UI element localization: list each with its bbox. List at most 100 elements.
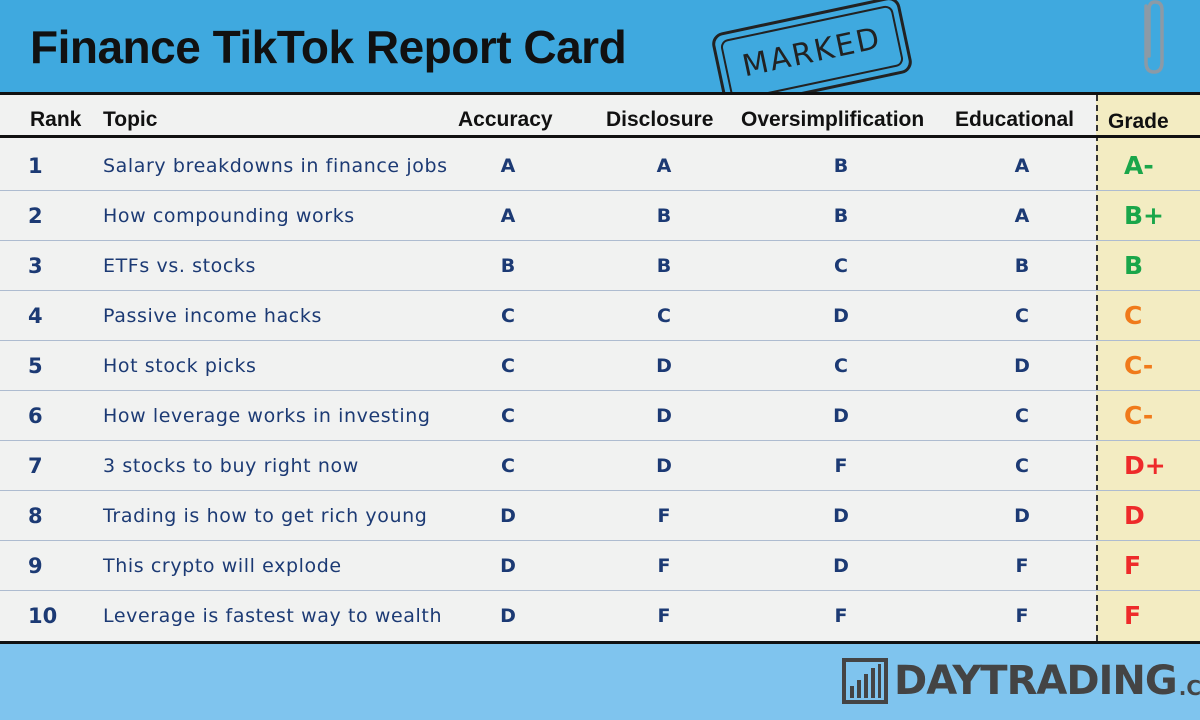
- disclosure-cell: C: [657, 305, 671, 327]
- daytrading-logo[interactable]: DAYTRADING .COM: [842, 658, 1200, 704]
- oversimplification-cell: B: [833, 205, 849, 227]
- accuracy-cell: A: [500, 155, 516, 177]
- topic-cell: ETFs vs. stocks: [103, 255, 257, 277]
- col-oversimplification: Oversimplification: [741, 108, 925, 131]
- table-header: Rank Topic Accuracy Disclosure Oversimpl…: [0, 95, 1200, 138]
- topic-cell: Trading is how to get rich young: [103, 505, 428, 527]
- topic-cell: 3 stocks to buy right now: [103, 455, 359, 477]
- grade-cell: B: [1124, 251, 1144, 280]
- disclosure-cell: D: [656, 355, 672, 377]
- accuracy-cell: C: [501, 355, 515, 377]
- accuracy-cell: B: [500, 255, 516, 277]
- educational-cell: C: [1015, 305, 1029, 327]
- oversimplification-cell: C: [834, 255, 848, 277]
- grade-cell: C-: [1124, 351, 1154, 380]
- educational-cell: A: [1014, 155, 1030, 177]
- grade-cell: B+: [1124, 201, 1165, 230]
- rank-cell: 4: [28, 304, 43, 328]
- table-row: 2 How compounding works A B B A B+: [0, 191, 1200, 241]
- col-topic: Topic: [103, 108, 158, 131]
- oversimplification-cell: B: [833, 155, 849, 177]
- educational-cell: C: [1015, 455, 1029, 477]
- grade-cell: F: [1124, 551, 1142, 580]
- educational-cell: D: [1014, 505, 1030, 527]
- table-row: 5 Hot stock picks C D C D C-: [0, 341, 1200, 391]
- educational-cell: C: [1015, 405, 1029, 427]
- page-title: Finance TikTok Report Card: [30, 21, 627, 73]
- grade-cell: D+: [1124, 451, 1166, 480]
- paperclip-icon: [1144, 0, 1164, 74]
- oversimplification-cell: F: [834, 605, 848, 627]
- table-row: 7 3 stocks to buy right now C D F C D+: [0, 441, 1200, 491]
- educational-cell: D: [1014, 355, 1030, 377]
- brand-suffix: .COM: [1178, 676, 1200, 700]
- accuracy-cell: C: [501, 405, 515, 427]
- rank-cell: 3: [28, 254, 43, 278]
- disclosure-cell: D: [656, 405, 672, 427]
- table-row: 4 Passive income hacks C C D C C: [0, 291, 1200, 341]
- oversimplification-cell: D: [833, 305, 849, 327]
- oversimplification-cell: D: [833, 505, 849, 527]
- accuracy-cell: D: [500, 555, 516, 577]
- rank-cell: 7: [28, 454, 43, 478]
- disclosure-cell: D: [656, 455, 672, 477]
- report-card-sheet: Rank Topic Accuracy Disclosure Oversimpl…: [0, 92, 1200, 644]
- grade-cell: A-: [1124, 151, 1154, 180]
- table-row: 3 ETFs vs. stocks B B C B B: [0, 241, 1200, 291]
- grade-cell: F: [1124, 601, 1142, 630]
- grade-column-highlight: [1096, 95, 1200, 641]
- rank-cell: 2: [28, 204, 43, 228]
- oversimplification-cell: C: [834, 355, 848, 377]
- oversimplification-cell: D: [833, 555, 849, 577]
- rank-cell: 8: [28, 504, 43, 528]
- col-rank: Rank: [30, 108, 82, 131]
- topic-cell: This crypto will explode: [103, 555, 342, 577]
- accuracy-cell: D: [500, 605, 516, 627]
- oversimplification-cell: D: [833, 405, 849, 427]
- disclosure-cell: F: [657, 555, 671, 577]
- topic-cell: Passive income hacks: [103, 305, 322, 327]
- oversimplification-cell: F: [834, 455, 848, 477]
- grade-cell: C: [1124, 301, 1143, 330]
- topic-cell: Salary breakdowns in finance jobs: [103, 155, 448, 177]
- rank-cell: 5: [28, 354, 43, 378]
- educational-cell: B: [1014, 255, 1030, 277]
- disclosure-cell: F: [657, 605, 671, 627]
- accuracy-cell: C: [501, 455, 515, 477]
- rank-cell: 1: [28, 154, 43, 178]
- col-grade: Grade: [1108, 110, 1169, 133]
- accuracy-cell: A: [500, 205, 516, 227]
- table-row: 8 Trading is how to get rich young D F D…: [0, 491, 1200, 541]
- col-accuracy: Accuracy: [458, 108, 553, 131]
- table-row: 1 Salary breakdowns in finance jobs A A …: [0, 141, 1200, 191]
- topic-cell: How compounding works: [103, 205, 355, 227]
- educational-cell: A: [1014, 205, 1030, 227]
- disclosure-cell: A: [656, 155, 672, 177]
- table-body: 1 Salary breakdowns in finance jobs A A …: [0, 141, 1200, 641]
- topic-cell: How leverage works in investing: [103, 405, 431, 427]
- table-row: 9 This crypto will explode D F D F F: [0, 541, 1200, 591]
- accuracy-cell: C: [501, 305, 515, 327]
- accuracy-cell: D: [500, 505, 516, 527]
- disclosure-cell: B: [656, 205, 672, 227]
- grade-cell: D: [1124, 501, 1145, 530]
- bar-chart-icon: [842, 658, 888, 704]
- educational-cell: F: [1015, 605, 1029, 627]
- footer-bar: [0, 644, 1200, 720]
- col-educational: Educational: [955, 108, 1075, 131]
- rank-cell: 9: [28, 554, 43, 578]
- topic-cell: Leverage is fastest way to wealth: [103, 605, 443, 627]
- disclosure-cell: B: [656, 255, 672, 277]
- rank-cell: 10: [28, 604, 58, 628]
- table-row: 6 How leverage works in investing C D D …: [0, 391, 1200, 441]
- brand-name: DAYTRADING: [894, 658, 1178, 704]
- topic-cell: Hot stock picks: [103, 355, 257, 377]
- disclosure-cell: F: [657, 505, 671, 527]
- table-row: 10 Leverage is fastest way to wealth D F…: [0, 591, 1200, 641]
- col-disclosure: Disclosure: [606, 108, 714, 131]
- rank-cell: 6: [28, 404, 43, 428]
- stamp-text: MARKED: [739, 20, 885, 85]
- educational-cell: F: [1015, 555, 1029, 577]
- header-bar: Finance TikTok Report Card MARKED: [0, 0, 1200, 112]
- grade-cell: C-: [1124, 401, 1154, 430]
